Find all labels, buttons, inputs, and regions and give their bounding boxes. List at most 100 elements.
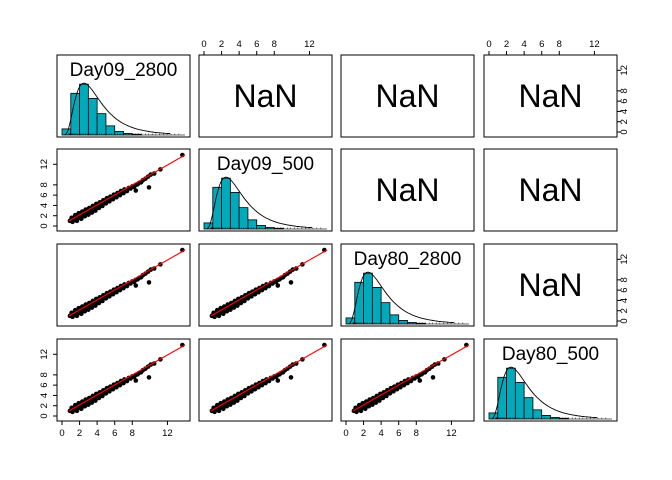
- nan-label-r1-c2: NaN: [375, 172, 439, 208]
- axis-tick-label-top-c3-0: 0: [486, 39, 491, 50]
- axis-tick-label-left-r3-3: 6: [39, 382, 50, 387]
- axis-tick-label-left-r1-5: 12: [39, 159, 50, 170]
- axis-tick-label-bottom-c0-4: 8: [130, 428, 135, 439]
- point-r2-c1-6: [216, 313, 222, 319]
- panel-frame-r2-c3: [483, 243, 618, 327]
- axis-tick-label-right-r0-2: 4: [619, 109, 630, 114]
- axis-tick-label-top-c3-1: 2: [504, 39, 509, 50]
- hist-bar-Day80_500-3: [514, 381, 525, 420]
- axis-tick-label-left-r1-3: 6: [39, 192, 50, 197]
- variable-label-Day09_2800: Day09_2800: [70, 60, 178, 81]
- axis-tick-label-top-c3-2: 4: [521, 39, 526, 50]
- axis-tick-label-right-r0-3: 6: [619, 98, 630, 103]
- axis-tick-label-left-r1-1: 2: [39, 213, 50, 218]
- fit-line-r3-c0: [68, 344, 186, 412]
- hist-bar-Day80_2800-4: [380, 302, 391, 325]
- fit-line-r2-c1: [210, 249, 328, 317]
- axis-tick-label-top-c3-5: 12: [589, 39, 600, 50]
- variable-label-Day09_500: Day09_500: [217, 154, 314, 175]
- axis-tick-label-bottom-c2-3: 6: [396, 428, 401, 439]
- point-r2-c0-77: [133, 283, 139, 288]
- axis-tick-label-bottom-c0-0: 0: [59, 428, 64, 439]
- axis-tick-label-top-c1-3: 6: [254, 39, 259, 50]
- hist-bar-Day80_500-4: [523, 397, 534, 420]
- axis-tick-label-bottom-c2-5: 12: [446, 428, 457, 439]
- density-curve-Day80_500: [491, 366, 598, 420]
- axis-tick-label-right-r2-2: 4: [619, 298, 630, 303]
- hist-bar-Day80_500-6: [541, 415, 551, 420]
- axis-tick-label-left-r3-5: 12: [39, 349, 50, 360]
- hist-bar-Day09_2800-5: [105, 125, 116, 136]
- axis-tick-label-right-r2-0: 0: [619, 318, 630, 323]
- axis-tick-label-top-c1-1: 2: [219, 39, 224, 50]
- axis-tick-label-right-r0-4: 8: [619, 88, 630, 93]
- point-r1-c0-77: [133, 188, 139, 193]
- axis-tick-label-bottom-c0-5: 12: [162, 428, 173, 439]
- axis-tick-label-right-r2-4: 8: [619, 277, 630, 282]
- axis-tick-label-top-c1-2: 4: [236, 39, 241, 50]
- nan-label-r2-c3: NaN: [518, 267, 582, 303]
- point-r3-c1-77: [275, 378, 281, 383]
- axis-tick-label-right-r0-5: 12: [619, 65, 630, 76]
- axis-tick-label-right-r2-3: 6: [619, 287, 630, 292]
- hist-bar-Day09_2800-8: [131, 133, 142, 136]
- fit-line-r2-c0: [68, 249, 186, 317]
- axis-tick-label-top-c3-3: 6: [539, 39, 544, 50]
- fit-line-r1-c0: [68, 154, 186, 222]
- hist-bar-Day09_500-5: [247, 219, 258, 230]
- axis-tick-label-top-c1-0: 0: [201, 39, 206, 50]
- hist-bar-Day09_2800-4: [96, 113, 107, 136]
- hist-bar-Day09_2800-6: [114, 131, 124, 136]
- axis-tick-label-bottom-c0-2: 4: [94, 428, 99, 439]
- point-r3-c1-78: [288, 375, 294, 380]
- nan-label-r0-c2: NaN: [375, 78, 439, 114]
- axis-tick-label-bottom-c2-0: 0: [343, 428, 348, 439]
- axis-tick-label-right-r2-5: 12: [619, 254, 630, 265]
- axis-tick-label-left-r3-0: 0: [39, 413, 50, 418]
- point-r2-c0-6: [74, 313, 80, 319]
- hist-bar-Day09_2800-2: [79, 83, 89, 136]
- hist-bar-Day09_500-3: [229, 191, 240, 230]
- variable-label-Day80_500: Day80_500: [502, 344, 599, 365]
- nan-label-r0-c3: NaN: [518, 78, 582, 114]
- axis-tick-label-right-r0-0: 0: [619, 129, 630, 134]
- axis-tick-label-left-r1-0: 0: [39, 223, 50, 228]
- hist-bar-Day09_500-4: [238, 207, 249, 230]
- nan-label-r0-c1: NaN: [233, 78, 297, 114]
- point-r3-c2-6: [358, 408, 364, 414]
- hist-bar-Day80_500-2: [506, 367, 516, 420]
- hist-bar-Day09_500-2: [221, 177, 231, 230]
- axis-tick-label-right-r0-1: 2: [619, 119, 630, 124]
- axis-tick-label-bottom-c2-2: 4: [378, 428, 383, 439]
- hist-bar-Day80_500-8: [558, 417, 569, 420]
- hist-bar-Day80_2800-3: [371, 286, 382, 325]
- axis-tick-label-left-r3-2: 4: [39, 393, 50, 398]
- point-r3-c0-78: [146, 375, 152, 380]
- panel-frame-r0-c1: [198, 54, 333, 138]
- panel-frame-r0-c3: [483, 54, 618, 138]
- point-r2-c1-78: [288, 280, 294, 285]
- hist-bar-Day80_2800-2: [363, 272, 373, 325]
- nan-label-r1-c3: NaN: [518, 172, 582, 208]
- fit-line-r3-c1: [210, 344, 328, 412]
- axis-tick-label-bottom-c2-4: 8: [414, 428, 419, 439]
- axis-tick-label-top-c1-4: 8: [272, 39, 277, 50]
- point-r1-c0-78: [146, 185, 152, 190]
- point-r3-c2-78: [430, 375, 436, 380]
- point-r3-c0-6: [74, 408, 80, 414]
- variable-label-Day80_2800: Day80_2800: [354, 249, 462, 270]
- point-r3-c2-77: [417, 378, 423, 383]
- axis-tick-label-top-c1-5: 12: [304, 39, 315, 50]
- hist-bar-Day09_2800-7: [123, 133, 133, 136]
- panel-frame-r0-c2: [340, 54, 475, 138]
- hist-bar-Day80_2800-7: [407, 322, 417, 325]
- hist-bar-Day80_500-7: [550, 417, 560, 420]
- density-curve-Day80_2800: [348, 271, 455, 325]
- fit-line-r3-c2: [352, 344, 470, 412]
- axis-tick-label-right-r2-1: 2: [619, 308, 630, 313]
- axis-tick-label-left-r1-4: 8: [39, 182, 50, 187]
- point-r2-c1-77: [275, 283, 281, 288]
- axis-tick-label-bottom-c0-1: 2: [77, 428, 82, 439]
- hist-bar-Day09_500-6: [256, 225, 266, 230]
- axis-tick-label-bottom-c0-3: 6: [112, 428, 117, 439]
